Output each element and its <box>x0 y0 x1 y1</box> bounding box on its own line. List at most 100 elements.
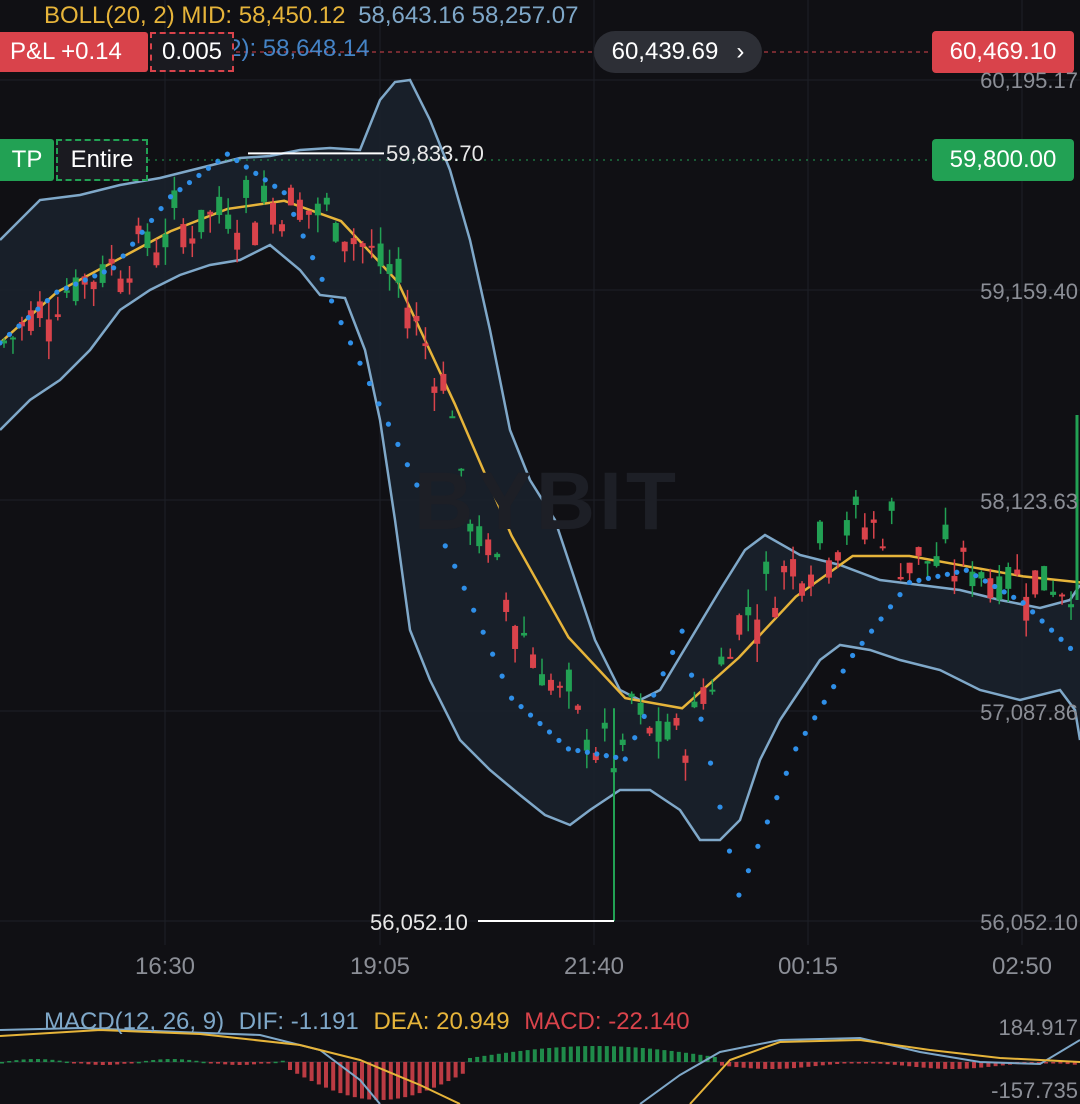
macd-hist-bar <box>756 1062 760 1069</box>
candle-body <box>816 521 823 544</box>
macd-hist-bar <box>993 1062 998 1067</box>
candle-body <box>763 561 770 574</box>
tp-tag[interactable]: TP <box>0 139 54 181</box>
macd-hist-bar <box>367 1062 372 1100</box>
candle-body <box>512 625 519 649</box>
candle-body <box>404 307 411 329</box>
sar-dot <box>688 672 695 678</box>
macd-hist-bar <box>432 1062 436 1088</box>
macd-hist-bar <box>576 1046 580 1062</box>
sar-dot <box>130 241 136 247</box>
candle-body <box>341 241 348 252</box>
sar-dot <box>25 314 32 321</box>
candle-body <box>915 547 922 556</box>
macd-hist-bar <box>612 1046 616 1062</box>
candle-body <box>314 203 321 216</box>
sar-dot <box>139 229 145 235</box>
price-axis-label: 57,087.86 <box>980 700 1078 725</box>
candle-body <box>619 739 626 745</box>
candle-body <box>906 562 913 574</box>
sar-dot <box>821 699 827 705</box>
candle-body <box>933 556 940 566</box>
macd-hist-bar <box>0 1062 4 1064</box>
candle-body <box>180 224 187 248</box>
macd-hist-bar <box>640 1047 645 1062</box>
sar-dot <box>310 255 316 261</box>
macd-hist-bar <box>820 1062 825 1066</box>
sar-dot <box>1058 636 1064 642</box>
macd-hist-bar <box>676 1051 681 1062</box>
price-axis-label: 60,195.17 <box>980 68 1078 93</box>
macd-hist-bar <box>165 1059 170 1062</box>
candle-body <box>305 210 312 215</box>
macd-hist-bar <box>842 1062 847 1064</box>
candle-body <box>987 578 994 599</box>
macd-axis-top: 184.917 <box>998 1015 1078 1040</box>
macd-hist-bar <box>417 1062 422 1094</box>
sar-dot <box>887 604 894 610</box>
time-axis-label: 19:05 <box>349 953 411 980</box>
boll-band-fill <box>0 80 1080 840</box>
current-price-pill[interactable]: 60,439.69 › <box>594 31 762 73</box>
macd-hist-bar <box>115 1062 120 1065</box>
candle-body <box>691 701 698 708</box>
macd-hist-bar <box>288 1062 292 1070</box>
sar-dot <box>1039 618 1045 624</box>
macd-hist-bar <box>396 1062 400 1099</box>
sar-dot <box>385 421 392 427</box>
sar-dot <box>423 502 429 508</box>
tp-scope[interactable]: Entire <box>56 139 148 181</box>
candle-body <box>198 209 205 233</box>
macd-hist-bar <box>57 1060 62 1063</box>
macd-hist-bar <box>28 1059 33 1062</box>
candle-body <box>485 539 492 556</box>
sar-dot <box>44 298 50 304</box>
candle-body <box>45 319 52 342</box>
macd-hist-bar <box>763 1062 768 1069</box>
macd-hist-bar <box>964 1062 969 1069</box>
macd-hist-bar <box>352 1062 357 1098</box>
sar-dot <box>878 616 884 622</box>
pnl-tag[interactable]: P&L +0.14 <box>0 32 148 72</box>
candle-body <box>413 315 420 322</box>
macd-dea: DEA: 20.949 <box>373 1008 510 1035</box>
sar-dot <box>480 629 486 635</box>
time-axis-label: 02:50 <box>991 953 1053 980</box>
macd-hist-bar <box>151 1060 156 1062</box>
macd-hist-bar <box>453 1062 458 1078</box>
candle-body <box>332 222 339 242</box>
macd-hist-bar <box>244 1062 249 1065</box>
macd-hist-bar <box>122 1062 127 1064</box>
candle-body <box>63 290 70 293</box>
macd-hist-bar <box>201 1061 206 1064</box>
macd-hist-bar <box>957 1062 962 1069</box>
macd-hist-bar <box>792 1062 796 1069</box>
candle-body <box>843 520 850 536</box>
macd-hist-bar <box>208 1062 213 1064</box>
candle-body <box>727 656 734 659</box>
macd-hist-bar <box>302 1062 307 1078</box>
sar-dot <box>1020 600 1026 606</box>
candle-body <box>664 721 671 740</box>
candle-body <box>978 572 985 579</box>
sar-dot <box>234 157 240 164</box>
candle-body <box>655 721 662 742</box>
candle-body <box>126 278 133 283</box>
sar-dot <box>859 640 865 646</box>
sar-dot <box>584 749 590 755</box>
candle-body <box>718 656 725 665</box>
candle-body <box>996 576 1003 600</box>
tp-price-tag[interactable]: 59,800.00 <box>932 139 1074 181</box>
candle-body <box>270 202 276 225</box>
macd-hist-bar <box>720 1062 724 1066</box>
macd-hist-bar <box>518 1050 523 1062</box>
candle-body <box>1005 566 1012 589</box>
boll-mid: MID: 58,450.12 <box>181 2 346 29</box>
position-qty[interactable]: 0.005 <box>150 32 234 72</box>
sar-dot <box>414 482 420 488</box>
boll-upper-line <box>0 78 1080 702</box>
macd-hist-bar <box>129 1062 134 1064</box>
macd-hist-bar <box>331 1062 336 1091</box>
macd-hist-bar <box>547 1047 552 1062</box>
